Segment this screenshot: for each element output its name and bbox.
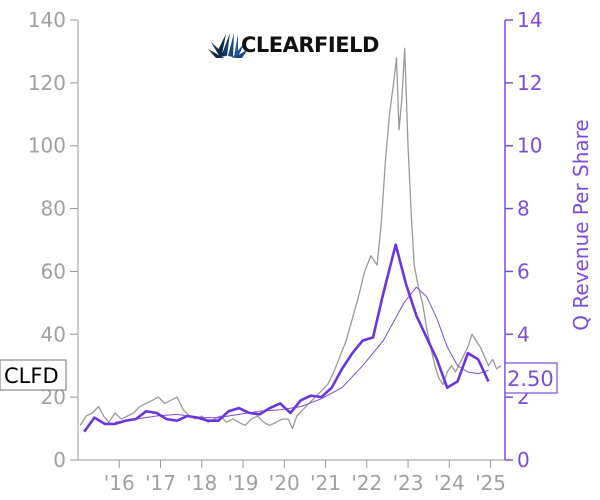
x-tick-label: '17	[145, 471, 176, 495]
x-tick-label: '23	[393, 471, 424, 495]
x-tick-label: '22	[351, 471, 382, 495]
revenue-line	[83, 243, 490, 433]
left-tick-label: 40	[41, 322, 66, 346]
last-value-text: 2.50	[507, 367, 554, 391]
x-tick-label: '21	[310, 471, 341, 495]
right-tick-label: 4	[517, 322, 530, 346]
ticker-text: CLFD	[4, 364, 59, 388]
x-tick-label: '25	[475, 471, 506, 495]
left-tick-label: 80	[41, 197, 66, 221]
ticker-label: CLFD	[0, 359, 67, 391]
left-tick-label: 0	[53, 448, 66, 472]
clearfield-logo-text: CLEARFIELD	[241, 33, 379, 57]
left-tick-label: 120	[28, 71, 66, 95]
price-line	[79, 47, 502, 430]
x-tick-label: '20	[269, 471, 300, 495]
right-tick-label: 10	[517, 134, 542, 158]
left-tick-label: 100	[28, 134, 66, 158]
right-tick-label: 8	[517, 197, 530, 221]
clearfield-logo-icon	[208, 33, 248, 58]
ticker-box	[0, 359, 67, 391]
clearfield-logo: CLEARFIELD	[208, 33, 379, 58]
x-tick-label: '19	[228, 471, 259, 495]
right-tick-label: 12	[517, 71, 542, 95]
left-tick-label: 60	[41, 259, 66, 283]
last-value-box	[504, 362, 558, 394]
axes: 02040608010012014002468101214'16'17'18'1…	[28, 8, 593, 495]
x-tick-label: '24	[434, 471, 465, 495]
x-tick-label: '18	[186, 471, 217, 495]
left-tick-label: 140	[28, 8, 66, 32]
right-tick-label: 0	[517, 448, 530, 472]
price-series-layer	[79, 47, 502, 430]
right-tick-label: 14	[517, 8, 542, 32]
right-tick-label: 6	[517, 259, 530, 283]
revenue-series-layer	[83, 243, 490, 433]
last-value-label: 2.50	[504, 362, 558, 394]
x-tick-label: '16	[104, 471, 135, 495]
right-axis-label: Q Revenue Per Share	[569, 119, 593, 331]
